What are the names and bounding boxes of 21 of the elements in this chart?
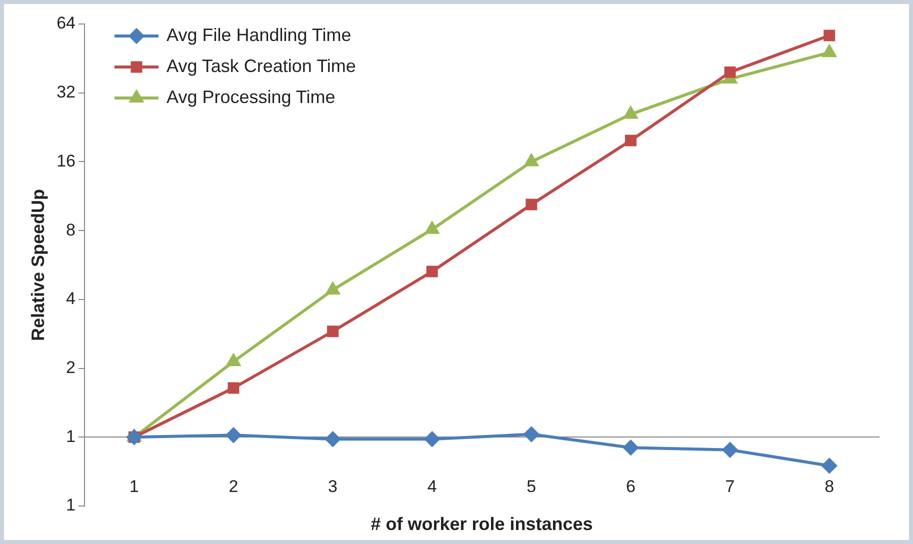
x-tick-label: 5	[526, 477, 536, 496]
y-tick-label: 2	[66, 358, 76, 377]
x-tick-label: 1	[129, 477, 139, 496]
x-tick-label: 3	[328, 477, 338, 496]
y-tick-label: 32	[56, 82, 76, 102]
x-tick-label: 2	[228, 477, 238, 496]
legend-label: Avg Processing Time	[166, 86, 336, 107]
y-axis-title: Relative SpeedUp	[28, 188, 48, 342]
x-tick-label: 8	[824, 477, 834, 496]
y-tick-label: 4	[66, 289, 76, 308]
legend-label: Avg File Handling Time	[166, 24, 352, 45]
y-tick-label: 64	[56, 14, 76, 33]
x-tick-label: 4	[427, 477, 437, 496]
x-tick-label: 7	[725, 477, 735, 496]
x-axis-title: # of worker role instances	[370, 514, 593, 534]
x-tick-label: 6	[626, 477, 636, 496]
legend-label: Avg Task Creation Time	[166, 56, 356, 76]
y-tick-label: 8	[66, 220, 76, 240]
y-tick-label: 16	[56, 151, 76, 170]
y-tick-label: 1	[66, 496, 76, 515]
y-tick-label: 1	[66, 426, 76, 446]
